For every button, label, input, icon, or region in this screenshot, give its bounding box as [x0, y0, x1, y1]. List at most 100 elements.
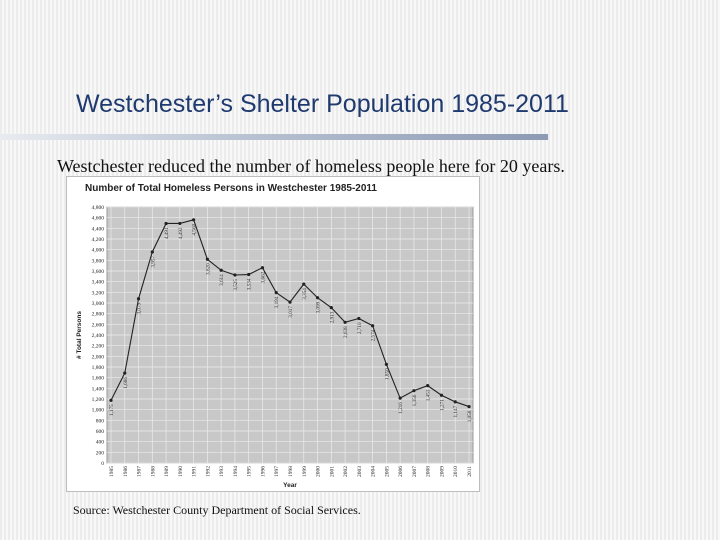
- y-tick-label: 600: [96, 429, 105, 435]
- x-tick-label: 1993: [219, 466, 225, 477]
- x-tick-label: 2008: [426, 466, 432, 477]
- data-label: 3,957: [150, 256, 156, 268]
- data-point: [164, 221, 168, 226]
- x-tick-label: 1987: [137, 466, 143, 477]
- line-chart: Number of Total Homeless Persons in West…: [76, 183, 474, 489]
- data-point: [302, 282, 306, 286]
- y-tick-label: 1,000: [92, 408, 105, 414]
- data-point: [412, 389, 416, 393]
- y-tick-label: 200: [96, 450, 105, 456]
- x-tick-label: 1996: [260, 466, 266, 477]
- data-point: [109, 398, 113, 402]
- x-tick-label: 1992: [205, 466, 211, 477]
- y-tick-label: 1,200: [92, 397, 105, 403]
- x-tick-label: 2009: [439, 466, 445, 477]
- data-label: 3,194: [274, 296, 280, 308]
- data-label: 3,534: [247, 278, 253, 290]
- data-label: 2,710: [357, 322, 363, 334]
- data-label: 3,662: [260, 271, 266, 283]
- data-label: 1,216: [398, 402, 404, 414]
- data-point: [453, 400, 457, 404]
- x-tick-label: 1995: [247, 466, 253, 477]
- data-label: 2,574: [371, 329, 377, 341]
- x-tick-label: 2000: [316, 466, 322, 477]
- data-label: 2,913: [329, 311, 335, 323]
- y-axis-label: # Total Persons: [76, 311, 83, 359]
- x-tick-label: 2007: [412, 466, 418, 477]
- data-point: [398, 396, 402, 400]
- data-point: [178, 221, 182, 226]
- data-point: [192, 218, 196, 222]
- data-point: [233, 273, 237, 277]
- data-label: 1,175: [109, 404, 115, 416]
- chart-title: Number of Total Homeless Persons in West…: [85, 183, 377, 194]
- x-tick-label: 1985: [109, 466, 115, 477]
- y-tick-label: 3,000: [92, 301, 105, 307]
- data-point: [371, 324, 375, 328]
- y-tick-label: 4,800: [92, 205, 105, 211]
- data-label: 1,850: [384, 368, 390, 380]
- data-point: [205, 257, 209, 261]
- x-tick-label: 2006: [398, 466, 404, 477]
- data-point: [384, 362, 388, 366]
- x-tick-label: 1997: [274, 466, 280, 477]
- y-tick-label: 1,800: [92, 365, 105, 371]
- data-point: [123, 371, 127, 375]
- y-tick-label: 2,200: [92, 344, 105, 350]
- data-label: 1,686: [123, 377, 129, 389]
- x-tick-label: 1991: [192, 466, 198, 477]
- data-point: [150, 250, 154, 254]
- x-tick-label: 2002: [343, 466, 349, 477]
- chart-container: Number of Total Homeless Persons in West…: [66, 176, 480, 492]
- data-point: [219, 268, 223, 272]
- data-point: [467, 404, 471, 409]
- data-point: [288, 300, 292, 304]
- data-point: [315, 296, 320, 300]
- data-label: 3,820: [205, 263, 211, 275]
- data-point: [357, 316, 361, 321]
- data-point: [439, 393, 444, 397]
- x-axis-label: Year: [283, 482, 297, 489]
- y-tick-label: 0: [101, 461, 104, 467]
- slide-subtitle: Westchester reduced the number of homele…: [57, 156, 565, 176]
- y-tick-label: 2,400: [92, 333, 105, 339]
- y-tick-label: 1,600: [92, 376, 105, 382]
- y-tick-label: 1,400: [92, 386, 105, 392]
- y-tick-label: 4,000: [92, 248, 105, 254]
- data-label: 3,354: [302, 288, 308, 300]
- data-label: 4,492: [178, 227, 184, 239]
- data-label: 3,614: [219, 274, 225, 286]
- x-tick-label: 2003: [357, 466, 363, 477]
- y-tick-label: 4,600: [92, 216, 105, 222]
- data-label: 1,147: [453, 405, 459, 417]
- y-tick-label: 2,000: [92, 354, 105, 360]
- data-point: [136, 297, 141, 301]
- x-tick-label: 2005: [384, 466, 390, 477]
- y-tick-label: 4,400: [92, 226, 105, 232]
- x-tick-label: 1990: [178, 466, 184, 477]
- data-label: 1,356: [412, 394, 418, 406]
- data-point: [426, 384, 430, 388]
- x-tick-label: 1989: [164, 466, 170, 477]
- y-tick-label: 3,800: [92, 258, 105, 264]
- x-tick-label: 2004: [371, 466, 377, 477]
- y-tick-label: 3,400: [92, 280, 105, 286]
- source-note: Source: Westchester County Department of…: [73, 503, 361, 517]
- data-label: 3,017: [288, 306, 294, 318]
- title-divider: [0, 134, 548, 140]
- data-label: 2,638: [343, 326, 349, 338]
- data-label: 4,491: [164, 227, 170, 239]
- x-tick-label: 1994: [233, 466, 239, 477]
- data-label: 4,560: [192, 223, 198, 235]
- data-label: 1,058: [467, 410, 473, 422]
- y-tick-label: 2,800: [92, 312, 105, 318]
- y-tick-label: 800: [96, 418, 105, 424]
- data-point: [260, 266, 265, 270]
- y-tick-label: 4,200: [92, 237, 105, 243]
- x-tick-label: 1998: [288, 466, 294, 477]
- x-tick-label: 2010: [453, 466, 459, 477]
- data-point: [247, 272, 251, 277]
- slide-title: Westchester’s Shelter Population 1985-20…: [76, 90, 569, 118]
- data-point: [343, 320, 347, 324]
- data-label: 3,099: [316, 301, 322, 313]
